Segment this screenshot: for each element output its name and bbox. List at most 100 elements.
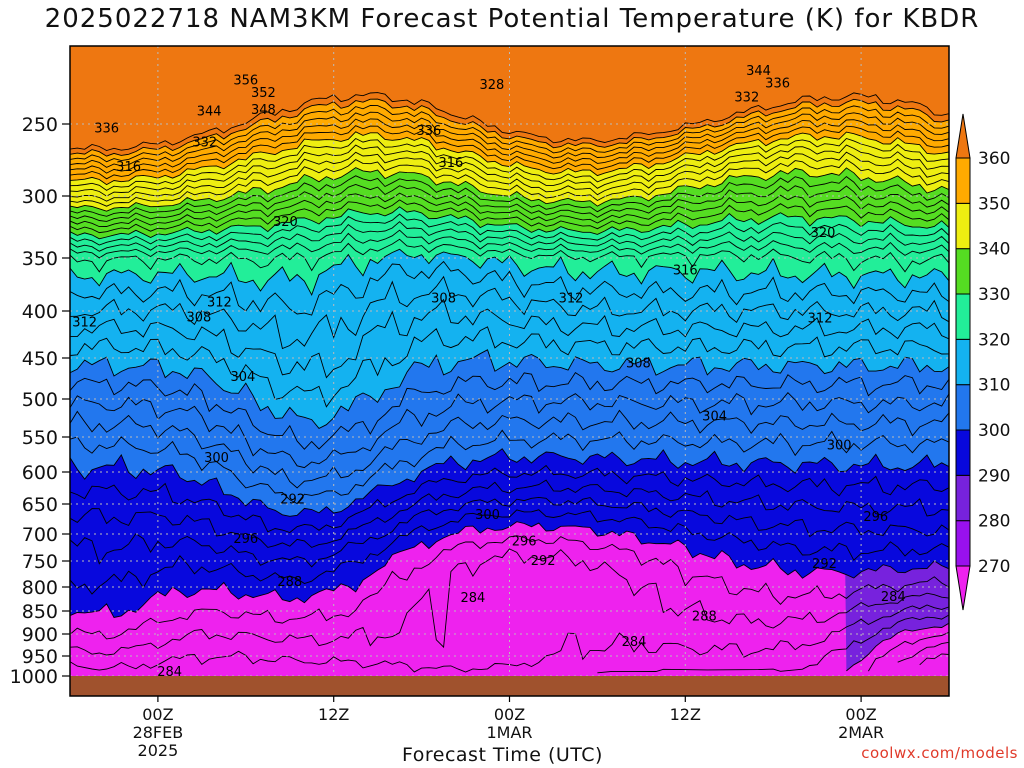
isotherm-314 — [70, 298, 949, 379]
isotherm-308 — [70, 371, 949, 450]
isotherm-label: 312 — [72, 315, 97, 330]
isotherm-318 — [70, 260, 949, 316]
x-tick-label: 00Z — [494, 705, 525, 724]
isotherm-label: 316 — [116, 160, 141, 175]
isotherm-288 — [70, 535, 949, 640]
colorbar-label: 340 — [978, 240, 1010, 260]
isotherm-338 — [70, 175, 949, 217]
x-tick-label: 2MAR — [838, 723, 884, 742]
x-tick-label: 00Z — [845, 705, 876, 724]
colorbar-box — [955, 202, 971, 250]
isotherm-332 — [70, 199, 949, 234]
colorbar-box — [955, 384, 971, 431]
y-tick-label: 750 — [22, 551, 58, 573]
colorbar-label: 320 — [978, 330, 1010, 350]
isotherm-360 — [70, 98, 949, 157]
y-tick-label: 400 — [22, 301, 58, 323]
colorbar-legend: 270 280 290 300 310 320 330 340 350 360 — [955, 113, 1010, 611]
colorbar-box — [955, 157, 971, 204]
isotherm-label: 308 — [431, 291, 456, 306]
x-tick-label: 1MAR — [486, 723, 532, 742]
isotherm-358 — [70, 105, 949, 163]
colorbar-label: 310 — [978, 376, 1010, 396]
isotherm-label: 332 — [192, 136, 217, 151]
colorbar-label: 350 — [978, 194, 1010, 214]
isotherm-label: 332 — [734, 90, 759, 105]
y-tick-label: 350 — [22, 248, 58, 270]
isotherm-label: 312 — [808, 312, 833, 327]
x-axis-title: Forecast Time (UTC) — [402, 744, 603, 766]
isotherm-label: 336 — [417, 124, 442, 139]
y-tick-label: 800 — [22, 577, 58, 599]
isotherm-label: 336 — [765, 76, 790, 91]
isotherm-282 — [597, 614, 949, 674]
isotherm-label: 296 — [233, 532, 258, 547]
isotherm-label: 304 — [230, 370, 255, 385]
isotherm-276 — [897, 641, 949, 663]
y-tick-label: 700 — [22, 524, 58, 546]
isotherm-286 — [70, 548, 949, 656]
isotherm-320 — [70, 248, 949, 297]
isotherm-label: 336 — [94, 121, 119, 136]
isotherm-label: 308 — [187, 311, 212, 326]
colorbar-label: 290 — [978, 466, 1010, 486]
isotherm-label: 292 — [531, 554, 556, 569]
isotherm-label: 300 — [827, 438, 852, 453]
x-tick-label: 28FEB — [133, 723, 184, 742]
y-axis: 2503003504004505005506006507007508008509… — [10, 114, 70, 688]
isotherm-label: 320 — [273, 215, 298, 230]
credit-text: coolwx.com/models — [861, 744, 1018, 762]
colorbar-label: 270 — [978, 557, 1010, 577]
isotherm-322 — [70, 238, 949, 273]
isotherm-330 — [70, 206, 949, 240]
isotherm-302 — [70, 429, 949, 505]
isotherm-label: 312 — [207, 296, 232, 311]
chart-title: 2025022718 NAM3KM Forecast Potential Tem… — [44, 4, 980, 34]
x-tick-label: 00Z — [142, 705, 173, 724]
colorbar-box — [955, 248, 971, 295]
isotherm-292 — [70, 509, 949, 595]
isotherm-306 — [70, 392, 949, 469]
isotherm-label: 292 — [812, 557, 837, 572]
isotherm-label: 356 — [233, 73, 258, 88]
colorbar-box — [955, 474, 971, 522]
isotherm-label: 344 — [746, 64, 771, 79]
isotherm-362 — [70, 92, 949, 151]
colorbar-label: 360 — [978, 149, 1010, 169]
isotherm-296 — [70, 479, 949, 548]
isotherm-336 — [70, 184, 949, 222]
ground-surface — [70, 676, 949, 696]
x-tick-label: 2025 — [138, 741, 179, 760]
isotherm-label: 296 — [512, 535, 537, 550]
isotherm-label: 312 — [559, 291, 584, 306]
isotherm-label: 288 — [277, 575, 302, 590]
isotherm-316 — [70, 275, 949, 350]
colorbar-label: 330 — [978, 285, 1010, 305]
y-tick-label: 300 — [22, 186, 58, 208]
isotherm-label: 300 — [475, 508, 500, 523]
isotherm-label: 292 — [280, 493, 305, 508]
colorbar-box — [955, 338, 971, 386]
y-tick-label: 250 — [22, 114, 58, 136]
isotherm-324 — [70, 229, 949, 259]
colorbar-box — [955, 520, 971, 567]
isotherm-310 — [70, 349, 949, 429]
colorbar-box — [955, 429, 971, 476]
isotherm-284 — [70, 604, 949, 673]
y-tick-label: 850 — [22, 601, 58, 623]
isotherm-label: 300 — [204, 451, 229, 466]
isotherm-278 — [868, 631, 949, 672]
isotherm-334 — [70, 192, 949, 228]
isotherm-326 — [70, 221, 949, 252]
isotherm-312 — [70, 326, 949, 408]
y-tick-label: 600 — [22, 462, 58, 484]
colorbar-bottom-arrow — [955, 565, 971, 611]
isotherm-label: 328 — [480, 78, 505, 93]
isotherm-label: 316 — [438, 156, 463, 171]
isotherm-328 — [70, 213, 949, 246]
x-tick-label: 12Z — [318, 705, 349, 724]
